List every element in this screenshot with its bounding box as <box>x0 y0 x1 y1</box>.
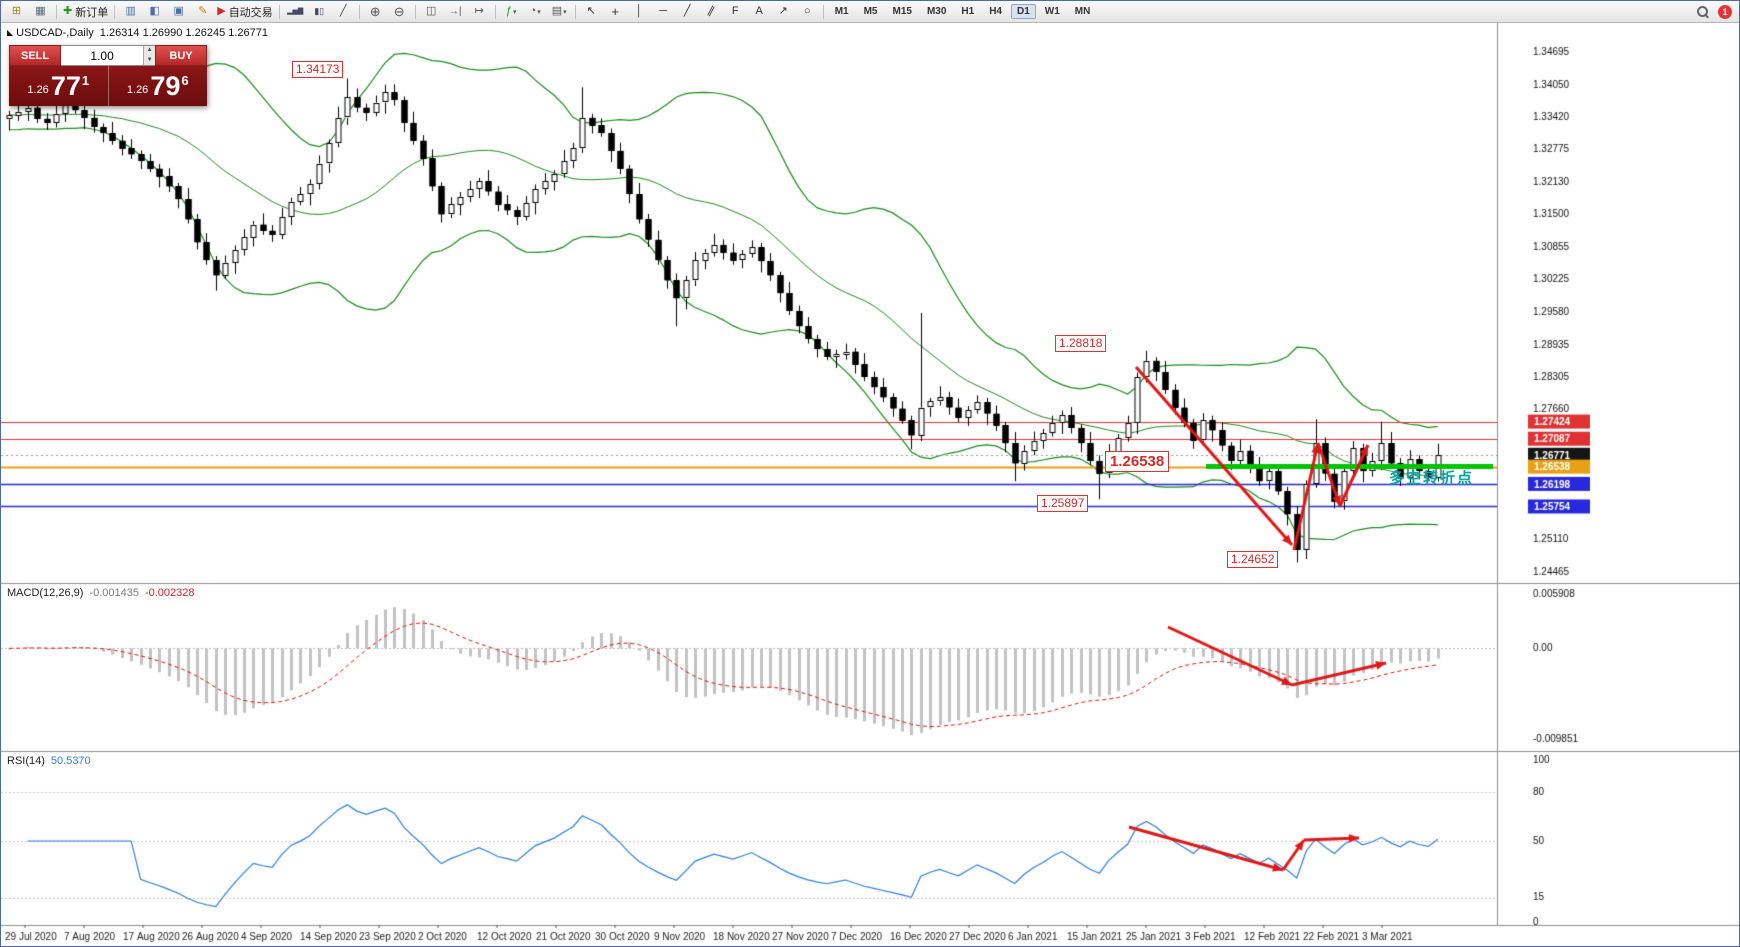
price-callout: 1.24652 <box>1227 551 1279 568</box>
volume-down-button[interactable]: ▼ <box>144 55 155 65</box>
sell-price-big: 77 <box>50 70 81 101</box>
rsi-value: 50.5370 <box>50 755 91 767</box>
horizontal-line-icon[interactable]: ─ <box>659 5 668 17</box>
autotrading-button-label: 自动交易 <box>228 6 273 19</box>
arrows-icon[interactable]: ↗ <box>778 5 788 17</box>
shapes-icon[interactable]: ○ <box>803 5 811 17</box>
new-order-icon: ✚ <box>63 5 73 17</box>
buy-price-prefix: 1.26 <box>126 84 149 96</box>
text-icon[interactable]: A <box>755 5 763 17</box>
autotrading-button[interactable]: ▶ 自动交易 <box>215 3 274 20</box>
toolbar-separator <box>822 4 824 19</box>
chart-ohlc-values: 1.26314 1.26990 1.26245 1.26771 <box>99 27 268 39</box>
new-order-button[interactable]: ✚ 新订单 <box>61 3 110 20</box>
toolbar-separator <box>114 4 116 19</box>
templates-icon[interactable]: ▤ ▾ <box>551 5 567 17</box>
vertical-line-icon[interactable]: │ <box>635 5 643 17</box>
buy-price[interactable]: 1.26 79 6 <box>109 66 208 106</box>
chart-profiles-icon[interactable]: ▦ <box>35 5 46 17</box>
volume-spinner: ▲ ▼ <box>143 46 155 65</box>
timeframe-h4-button[interactable]: H4 <box>989 6 1002 17</box>
toolbar-separator <box>574 4 576 19</box>
bar-chart-icon[interactable]: ▂▅▇ <box>287 8 304 15</box>
price-callout: 1.28818 <box>1055 335 1107 352</box>
price-callout: 1.34173 <box>292 61 344 78</box>
periods-icon[interactable]: ◔ ▾ <box>529 5 541 17</box>
rsi-params: RSI(14) <box>7 755 45 767</box>
price-callout: 1.26538 <box>1105 451 1170 472</box>
dropdown-caret-icon: ▾ <box>563 8 567 16</box>
toolbar-separator <box>278 4 280 19</box>
timeframe-d1-button[interactable]: D1 <box>1011 4 1036 19</box>
chart-title: ◣ USDCAD-,Daily 1.26314 1.26990 1.26245 1.… <box>7 27 268 39</box>
macd-params: MACD(12,26,9) <box>7 587 84 599</box>
sell-price[interactable]: 1.26 77 1 <box>9 66 109 106</box>
new-order-button-label: 新订单 <box>75 6 109 19</box>
macd-value-main: -0.001435 <box>89 587 139 599</box>
price-callout: 1.25897 <box>1037 495 1089 512</box>
volume-up-button[interactable]: ▲ <box>144 46 155 56</box>
buy-price-big: 79 <box>150 70 181 101</box>
volume-stepper: ▲ ▼ <box>61 45 155 66</box>
macd-label: MACD(12,26,9) -0.001435 -0.002328 <box>7 587 195 599</box>
trendline-icon[interactable]: ╱ <box>683 5 691 17</box>
search-icon[interactable] <box>1696 5 1709 18</box>
toolbar-separator <box>414 4 416 19</box>
one-click-trading-panel: SELL ▲ ▼ BUY 1.26 77 1 1.26 79 6 <box>9 45 207 106</box>
toolbar-separator <box>358 4 360 19</box>
indicators-icon[interactable]: ƒ ▾ <box>505 5 517 17</box>
new-chart-icon[interactable]: ⊞ <box>11 5 22 17</box>
sell-price-pip: 1 <box>81 72 90 88</box>
candlestick-chart-icon[interactable]: ▮▯ <box>314 6 325 16</box>
timeframe-mn-button[interactable]: MN <box>1074 6 1091 17</box>
chart-symbol-period: USDCAD-,Daily <box>16 27 94 39</box>
metaeditor-icon[interactable]: ✎ <box>198 5 208 17</box>
notification-badge[interactable]: 1 <box>1718 4 1732 19</box>
volume-input[interactable] <box>61 46 144 65</box>
main-toolbar: ⊞ ▦ ✚ 新订单 ▥ ◧ ▣ ✎ ▶ 自动交易 ▂▅▇ ▮▯ ╱ ⊕ ⊖ ◫ →| ↦ ƒ ▾ ◔ ▾ ▤ ▾ ↖ + │ ─ ╱ ∥ F… <box>1 1 1739 23</box>
autotrading-icon: ▶ <box>217 5 226 17</box>
zoom-out-icon[interactable]: ⊖ <box>393 4 405 19</box>
buy-price-pip: 6 <box>181 72 189 88</box>
channel-icon[interactable]: ∥ <box>706 4 717 18</box>
cursor-icon[interactable]: ↖ <box>586 5 596 17</box>
navigator-icon[interactable]: ◧ <box>149 5 160 17</box>
sell-price-prefix: 1.26 <box>27 84 49 96</box>
chart-shift-icon[interactable]: ↦ <box>474 5 484 17</box>
timeframe-m30-button[interactable]: M30 <box>926 6 947 17</box>
macd-value-signal: -0.002328 <box>144 587 195 599</box>
rsi-label: RSI(14) 50.5370 <box>7 755 91 767</box>
toolbar-separator <box>56 4 57 19</box>
timeframe-m15-button[interactable]: M15 <box>892 6 912 17</box>
fibonacci-icon[interactable]: F <box>731 5 739 17</box>
tile-windows-icon[interactable]: ◫ <box>425 5 437 17</box>
line-chart-icon[interactable]: ╱ <box>339 5 347 17</box>
terminal-icon[interactable]: ▣ <box>173 5 184 17</box>
dropdown-caret-icon: ▾ <box>537 8 541 16</box>
timeframe-h1-button[interactable]: H1 <box>961 6 975 17</box>
zoom-in-icon[interactable]: ⊕ <box>369 4 381 19</box>
timeframe-m5-button[interactable]: M5 <box>863 6 878 17</box>
timeframe-m1-button[interactable]: M1 <box>834 6 849 17</box>
dropdown-caret-icon: ▾ <box>512 8 517 16</box>
chart-corner-icon: ◣ <box>7 28 14 37</box>
crosshair-icon[interactable]: + <box>611 4 619 19</box>
auto-scroll-icon[interactable]: →| <box>448 5 462 17</box>
bull-bear-turning-point-label: 多空转折点 <box>1389 470 1475 487</box>
timeframe-w1-button[interactable]: W1 <box>1044 6 1060 17</box>
market-watch-icon[interactable]: ▥ <box>125 5 136 17</box>
toolbar-separator <box>494 4 496 19</box>
buy-button[interactable]: BUY <box>155 45 207 66</box>
sell-button[interactable]: SELL <box>9 45 61 66</box>
